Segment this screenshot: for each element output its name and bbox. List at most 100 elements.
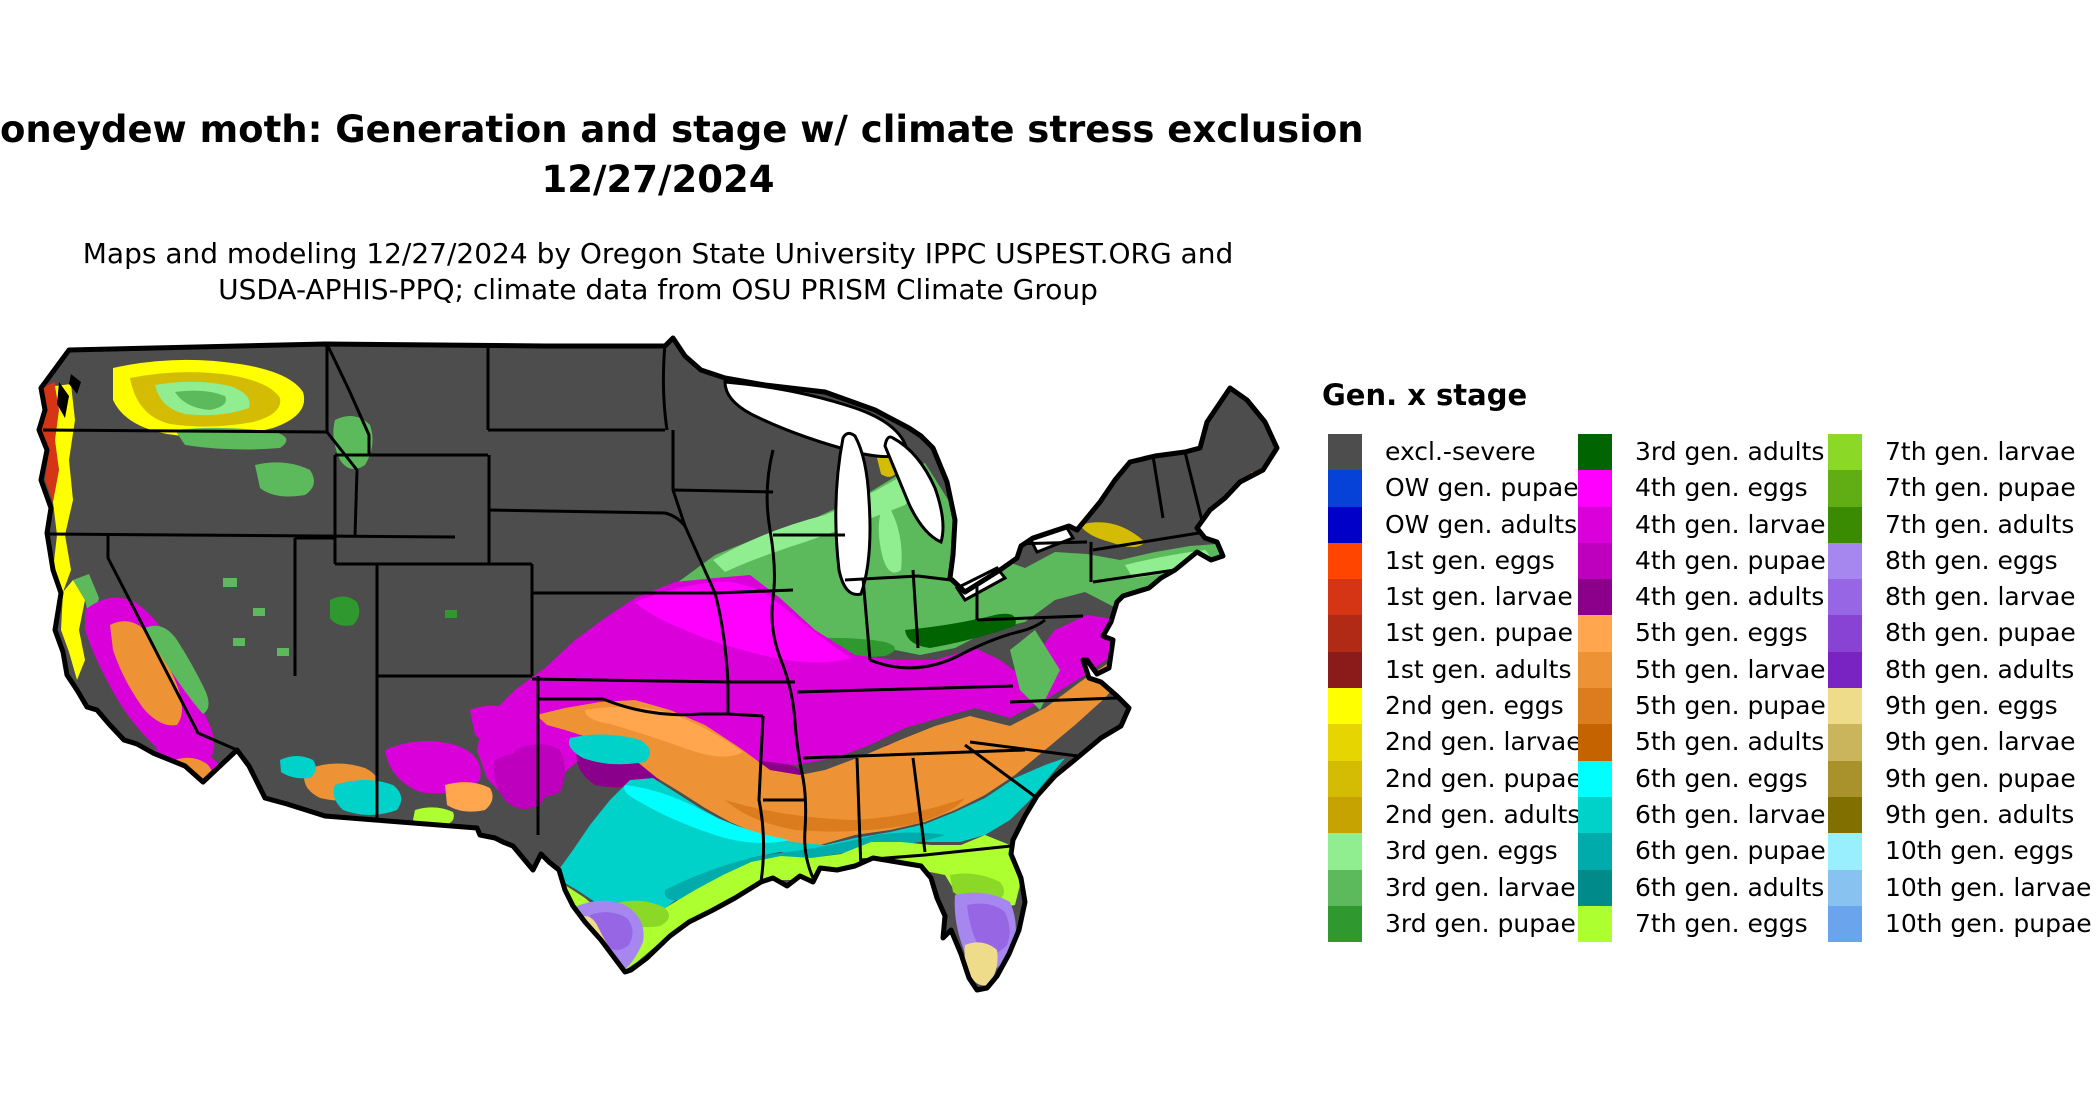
legend-swatch	[1578, 796, 1612, 834]
legend-item: 2nd gen. larvae	[1328, 724, 1582, 761]
legend-label: 8th gen. adults	[1885, 654, 2075, 684]
legend-item: 4th gen. larvae	[1578, 506, 1828, 543]
map-accent-6th-eggs	[624, 785, 790, 844]
legend-label: 2nd gen. eggs	[1385, 691, 1564, 721]
legend-label: 7th gen. eggs	[1635, 908, 1808, 938]
legend-swatch	[1828, 905, 1862, 943]
legend-swatch	[1328, 760, 1362, 797]
legend-item: 1st gen. larvae	[1328, 579, 1578, 616]
legend-swatch	[1578, 506, 1612, 543]
legend-label: excl.-severe	[1385, 437, 1536, 466]
legend-label: 6th gen. larvae	[1635, 799, 1826, 829]
legend-swatch	[1328, 688, 1362, 725]
legend-swatch	[1828, 579, 1862, 616]
legend-swatch	[1578, 833, 1612, 870]
legend-item: 7th gen. eggs	[1578, 905, 1828, 943]
legend-item: 6th gen. larvae	[1578, 796, 1828, 834]
map-accent-cyan-redriver	[568, 734, 650, 765]
legend-item: 7th gen. larvae	[1828, 434, 2088, 471]
legend-label: OW gen. adults	[1385, 509, 1578, 539]
legend-label: 9th gen. larvae	[1885, 727, 2076, 757]
legend-swatch	[1578, 434, 1612, 471]
legend-label: 10th gen. larvae	[1885, 872, 2092, 902]
legend-item: 5th gen. adults	[1578, 724, 1828, 761]
map-region-sw-cyan-2	[280, 756, 316, 779]
legend-label: 3rd gen. pupae	[1385, 908, 1576, 938]
map-region-sw-magenta-1	[385, 741, 481, 794]
legend-item: 2nd gen. adults	[1328, 796, 1581, 834]
legend-column: excl.-severe OW gen. pupae OW gen. adults 1…	[1328, 434, 1582, 943]
legend-swatch	[1328, 796, 1362, 834]
map-region-sierra-green	[145, 625, 209, 714]
legend-item: OW gen. adults	[1328, 506, 1578, 543]
legend-item: 1st gen. eggs	[1328, 542, 1578, 580]
map-accent-3rd-adults-east	[905, 613, 1016, 648]
subtitle-line2: USDA-APHIS-PPQ; climate data from OSU PR…	[218, 273, 1098, 306]
legend-label: 9th gen. eggs	[1885, 691, 2058, 721]
legend-label: 3rd gen. eggs	[1385, 836, 1558, 866]
map-speck-keys-2	[983, 1000, 997, 1006]
legend-swatch	[1578, 651, 1612, 689]
us-map	[25, 330, 1285, 1020]
map-region-sw-magenta-deep	[514, 744, 565, 797]
legend-label: 7th gen. adults	[1885, 509, 2075, 539]
legend-label: 1st gen. eggs	[1385, 545, 1555, 575]
legend-label: 4th gen. adults	[1635, 582, 1825, 612]
map-accent-3rd-eggs-mi	[878, 500, 902, 573]
legend-label: OW gen. pupae	[1385, 473, 1579, 503]
map-speck-co-1	[445, 610, 457, 618]
legend-swatch	[1328, 905, 1362, 943]
legend-swatch	[1578, 615, 1612, 652]
legend-item: 8th gen. pupae	[1828, 615, 2088, 652]
legend-item: 9th gen. larvae	[1828, 724, 2088, 761]
legend-swatch	[1578, 869, 1612, 906]
legend-swatch	[1578, 905, 1612, 943]
legend-swatch	[1328, 724, 1362, 761]
legend-item: 2nd gen. eggs	[1328, 688, 1578, 725]
legend-label: 6th gen. pupae	[1635, 836, 1826, 866]
map-band-5th-gen	[536, 662, 1127, 845]
legend-item: 4th gen. eggs	[1578, 470, 1828, 507]
legend-label: 4th gen. eggs	[1635, 473, 1808, 503]
legend-label: 3rd gen. larvae	[1385, 872, 1576, 902]
map-region-2nd-eggs-coast	[53, 384, 75, 592]
legend-label: 5th gen. larvae	[1635, 654, 1826, 684]
legend-label: 2nd gen. adults	[1385, 799, 1581, 829]
legend-item: 5th gen. larvae	[1578, 651, 1828, 689]
legend-label: 1st gen. pupae	[1385, 618, 1573, 648]
legend-item: 8th gen. larvae	[1828, 579, 2088, 616]
legend-item: 4th gen. pupae	[1578, 542, 1828, 580]
legend-label: 7th gen. larvae	[1885, 437, 2076, 466]
legend-label: 9th gen. adults	[1885, 799, 2075, 829]
legend-item: 1st gen. adults	[1328, 651, 1578, 689]
legend-label: 4th gen. pupae	[1635, 545, 1826, 575]
legend-swatch	[1328, 506, 1362, 543]
legend-label: 5th gen. eggs	[1635, 618, 1808, 648]
legend-item: 3rd gen. eggs	[1328, 833, 1578, 870]
map-speck-nv-2	[253, 608, 265, 616]
legend-swatch	[1578, 688, 1612, 725]
lake-michigan	[834, 431, 872, 596]
legend-label: 7th gen. pupae	[1885, 473, 2076, 503]
legend-item: 6th gen. eggs	[1578, 760, 1828, 797]
legend-swatch	[1578, 542, 1612, 580]
map-speck-ut-1	[330, 596, 360, 626]
legend-swatch	[1578, 760, 1612, 797]
map-accent-5th-eggs	[585, 706, 743, 757]
legend-label: 1st gen. adults	[1385, 654, 1572, 684]
legend-swatch	[1828, 760, 1862, 797]
legend-swatch	[1828, 615, 1862, 652]
legend-swatch	[1828, 869, 1862, 906]
legend-swatch	[1328, 542, 1362, 580]
legend-item: 1st gen. pupae	[1328, 615, 1578, 652]
legend-item: 8th gen. adults	[1828, 651, 2088, 689]
legend-label: 1st gen. larvae	[1385, 582, 1573, 612]
legend-label: 10th gen. eggs	[1885, 836, 2074, 866]
legend-item: 8th gen. eggs	[1828, 542, 2088, 580]
us-map-svg	[36, 335, 1280, 1006]
legend-label: 8th gen. eggs	[1885, 545, 2058, 575]
legend-swatch	[1328, 615, 1362, 652]
legend: Gen. x stage excl.-severe OW gen. pupae OW…	[1322, 378, 2092, 943]
legend-swatch	[1828, 506, 1862, 543]
